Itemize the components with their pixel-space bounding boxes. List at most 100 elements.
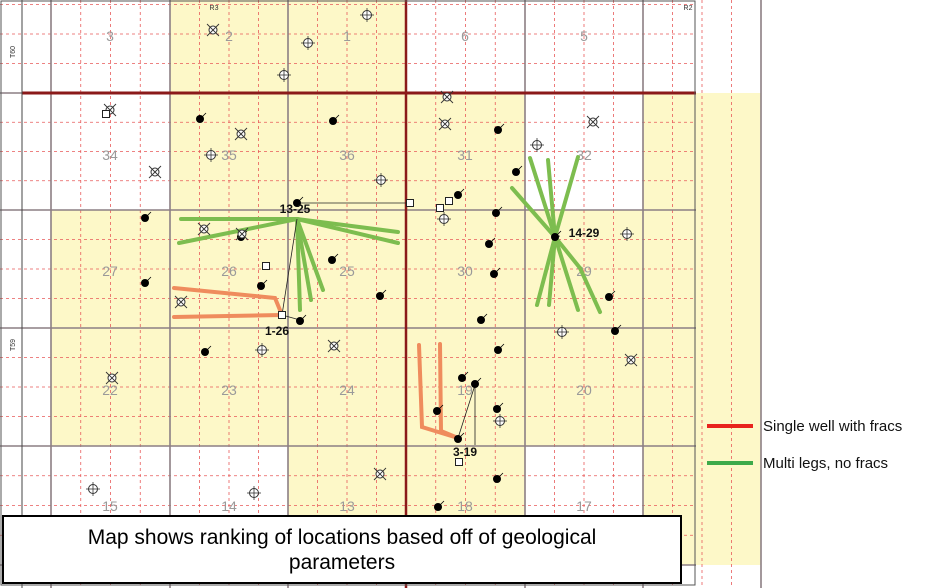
multileg-lateral — [295, 217, 313, 302]
well-laterals — [172, 155, 602, 445]
township-label-t59: T59 — [10, 339, 17, 351]
well-tick-mark — [496, 472, 504, 480]
multileg-lateral — [295, 217, 302, 312]
section-number-17: 17 — [576, 498, 592, 514]
section-number-18: 18 — [457, 498, 473, 514]
well-tick-mark — [331, 253, 339, 261]
well-tick-mark — [497, 343, 505, 351]
plugged-well-slash — [206, 23, 220, 37]
well-tick-mark — [260, 279, 268, 287]
section-number-15: 15 — [102, 498, 118, 514]
frac-lateral — [438, 342, 460, 440]
surface-location-icon — [406, 199, 414, 207]
surface-location-icon — [445, 197, 453, 205]
well-tick-mark — [144, 211, 152, 219]
well-tick-mark — [379, 289, 387, 297]
multileg-lateral — [510, 186, 557, 239]
section-number-13: 13 — [339, 498, 355, 514]
section-number-34: 34 — [102, 147, 118, 163]
well-tick-mark — [608, 290, 616, 298]
frac-lateral — [172, 286, 284, 317]
well-label-13-25: 13-25 — [280, 202, 311, 216]
section-number-5: 5 — [580, 28, 588, 44]
well-tick-mark — [497, 123, 505, 131]
plugged-well-slash — [586, 115, 600, 129]
frac-lateral — [172, 313, 284, 319]
section-number-25: 25 — [339, 263, 355, 279]
plugged-well-slash — [440, 90, 454, 104]
well-tick-mark — [199, 112, 207, 120]
section-number-14: 14 — [221, 498, 237, 514]
section-number-19: 19 — [457, 382, 473, 398]
legend-item-multi-legs: Multi legs, no fracs — [707, 453, 888, 473]
well-tick-mark — [496, 402, 504, 410]
plugged-well-slash — [235, 227, 249, 241]
legend-green-line-swatch — [707, 461, 753, 465]
surface-location-icon — [278, 311, 286, 319]
plugged-well-slash — [438, 117, 452, 131]
legend-label-single-well: Single well with fracs — [763, 417, 903, 435]
well-tick-mark — [332, 114, 340, 122]
surface-location-icon — [455, 458, 463, 466]
section-number-31: 31 — [457, 147, 473, 163]
well-tick-mark — [457, 432, 465, 440]
map-caption: Map shows ranking of locations based off… — [2, 515, 682, 584]
multileg-lateral — [553, 235, 602, 314]
well-label-14-29: 14-29 — [569, 226, 600, 240]
plugged-well-slash — [174, 295, 188, 309]
multileg-lateral — [528, 156, 557, 239]
section-number-2: 2 — [225, 28, 233, 44]
favorable-section — [170, 0, 288, 93]
plugged-well-slash — [197, 222, 211, 236]
range-label-r2: R2 — [684, 5, 693, 12]
well-tick-mark — [495, 206, 503, 214]
section-number-22: 22 — [102, 382, 118, 398]
well-tick-mark — [457, 188, 465, 196]
section-number-24: 24 — [339, 382, 355, 398]
map-frame — [0, 0, 696, 586]
legend-red-line-swatch — [707, 424, 753, 428]
legend-label-multi-legs: Multi legs, no fracs — [763, 454, 889, 472]
legend-item-single-well: Single well with fracs — [707, 416, 902, 436]
multileg-lateral — [553, 155, 580, 239]
township-boundaries — [21, 0, 696, 588]
multileg-lateral — [177, 217, 299, 245]
multileg-lateral — [295, 217, 400, 245]
well-tick-mark — [493, 267, 501, 275]
multileg-lateral — [546, 158, 557, 239]
well-tick-mark — [515, 165, 523, 173]
plugged-well-slash — [105, 371, 119, 385]
well-tick-mark — [474, 377, 482, 385]
well-tick-mark — [554, 230, 562, 238]
multileg-lateral — [547, 235, 557, 307]
multileg-lateral — [295, 217, 325, 292]
section-number-32: 32 — [576, 147, 592, 163]
range-label-r3: R3 — [210, 5, 219, 12]
section-number-23: 23 — [221, 382, 237, 398]
well-tick-mark — [204, 345, 212, 353]
plugged-well-slash — [327, 339, 341, 353]
well-tick-mark — [461, 371, 469, 379]
plugged-well-slash — [373, 467, 387, 481]
quarter-section-grid — [0, 0, 732, 588]
section-number-3: 3 — [106, 28, 114, 44]
township-label-t60: T60 — [10, 46, 17, 58]
section-number-35: 35 — [221, 147, 237, 163]
well-tick-mark — [436, 404, 444, 412]
multileg-lateral — [553, 235, 580, 312]
well-tick-mark — [488, 237, 496, 245]
well-tick-mark — [296, 196, 304, 204]
well-tick-mark — [437, 500, 445, 508]
well-symbols — [86, 8, 638, 511]
well-tick-mark — [299, 314, 307, 322]
well-label-1-26: 1-26 — [265, 324, 289, 338]
well-tick-mark — [480, 313, 488, 321]
surface-location-icon — [436, 204, 444, 212]
section-number-26: 26 — [221, 263, 237, 279]
plugged-well-slash — [148, 165, 162, 179]
section-number-20: 20 — [576, 382, 592, 398]
section-number-27: 27 — [102, 263, 118, 279]
plugged-well-slash — [624, 353, 638, 367]
